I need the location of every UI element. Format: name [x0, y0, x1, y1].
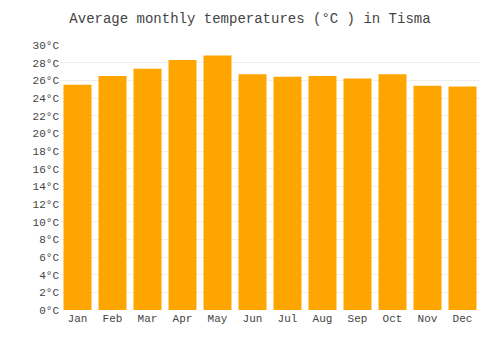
svg-text:14°C: 14°C	[33, 181, 60, 193]
svg-text:Apr: Apr	[173, 313, 193, 325]
svg-text:28°C: 28°C	[33, 58, 60, 70]
svg-text:16°C: 16°C	[33, 164, 60, 176]
svg-text:0°C: 0°C	[39, 305, 59, 317]
svg-text:22°C: 22°C	[33, 111, 60, 123]
svg-text:18°C: 18°C	[33, 146, 60, 158]
svg-text:Mar: Mar	[138, 313, 158, 325]
svg-text:20°C: 20°C	[33, 128, 60, 140]
svg-text:26°C: 26°C	[33, 75, 60, 87]
svg-text:10°C: 10°C	[33, 217, 60, 229]
svg-text:Jan: Jan	[68, 313, 88, 325]
svg-text:Dec: Dec	[453, 313, 473, 325]
svg-text:Aug: Aug	[313, 313, 333, 325]
svg-text:May: May	[208, 313, 228, 325]
svg-text:Feb: Feb	[103, 313, 123, 325]
svg-text:8°C: 8°C	[39, 234, 59, 246]
svg-text:Average monthly temperatures (: Average monthly temperatures (°C ) in Ti…	[69, 11, 430, 27]
svg-text:30°C: 30°C	[33, 40, 60, 52]
svg-text:2°C: 2°C	[39, 287, 59, 299]
svg-text:4°C: 4°C	[39, 270, 59, 282]
svg-text:Oct: Oct	[383, 313, 403, 325]
svg-text:24°C: 24°C	[33, 93, 60, 105]
svg-text:Jul: Jul	[278, 313, 298, 325]
svg-text:6°C: 6°C	[39, 252, 59, 264]
svg-text:Jun: Jun	[243, 313, 263, 325]
svg-text:Nov: Nov	[418, 313, 438, 325]
svg-text:Sep: Sep	[348, 313, 368, 325]
svg-text:12°C: 12°C	[33, 199, 60, 211]
